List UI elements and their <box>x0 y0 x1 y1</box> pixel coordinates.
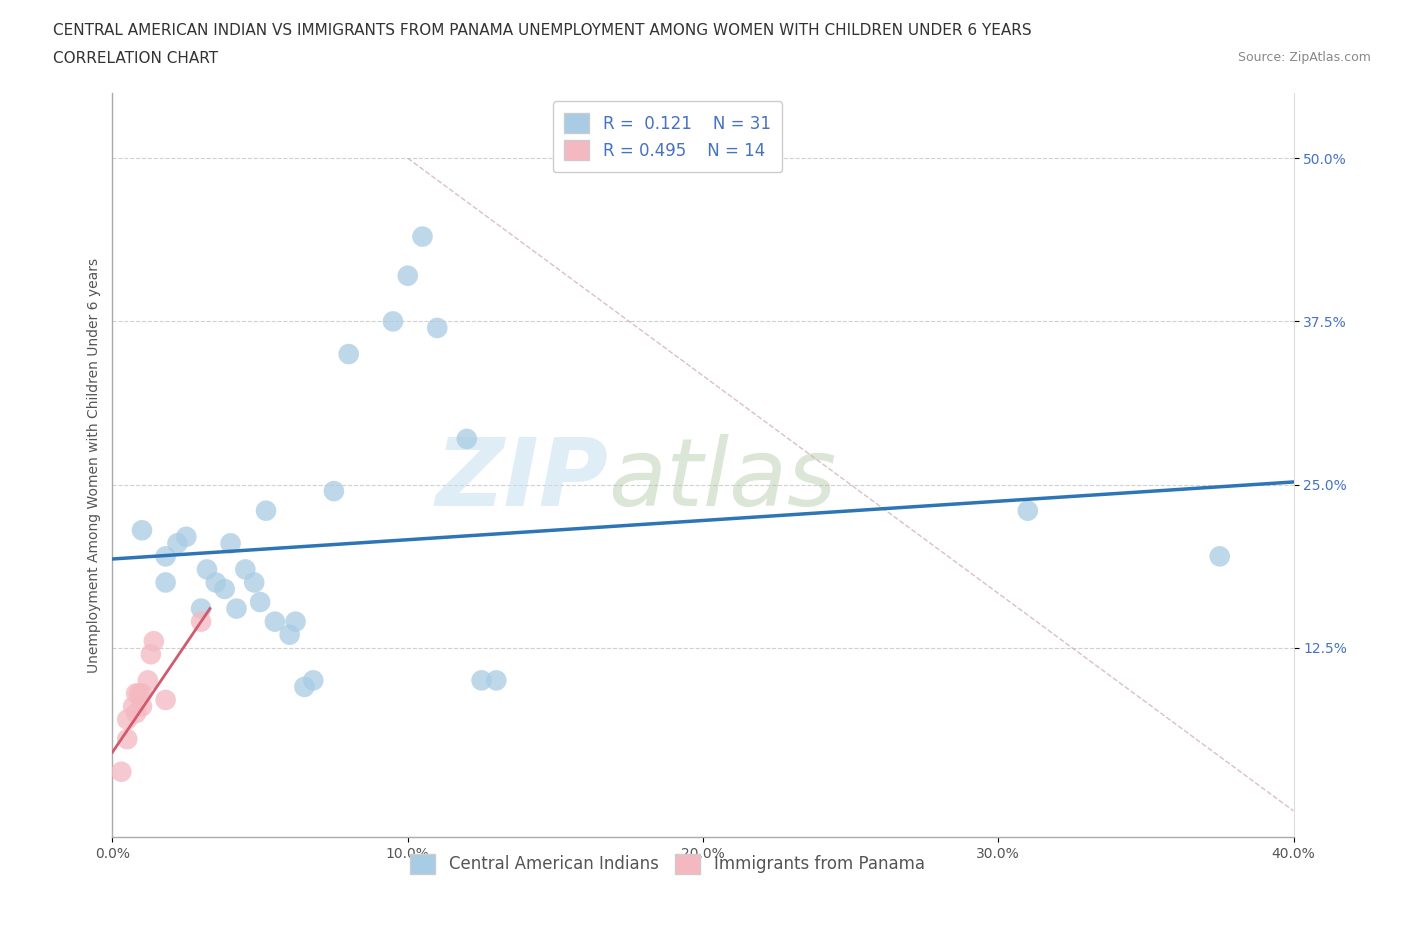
Point <box>142 633 165 648</box>
Point <box>225 601 247 616</box>
Point <box>117 712 138 727</box>
Point <box>456 432 478 446</box>
Point <box>131 523 153 538</box>
Point <box>131 686 153 701</box>
Point <box>323 484 346 498</box>
Text: Source: ZipAtlas.com: Source: ZipAtlas.com <box>1237 51 1371 64</box>
Legend: Central American Indians, Immigrants from Panama: Central American Indians, Immigrants fro… <box>404 847 931 881</box>
Point <box>233 562 256 577</box>
Point <box>382 314 405 329</box>
Point <box>190 614 212 629</box>
Point <box>396 268 419 283</box>
Point <box>155 575 177 590</box>
Point <box>205 575 228 590</box>
Point <box>139 647 162 662</box>
Y-axis label: Unemployment Among Women with Children Under 6 years: Unemployment Among Women with Children U… <box>87 258 101 672</box>
Point <box>128 686 150 701</box>
Text: CENTRAL AMERICAN INDIAN VS IMMIGRANTS FROM PANAMA UNEMPLOYMENT AMONG WOMEN WITH : CENTRAL AMERICAN INDIAN VS IMMIGRANTS FR… <box>53 23 1032 38</box>
Text: atlas: atlas <box>609 434 837 525</box>
Point <box>122 699 145 714</box>
Point <box>470 673 494 688</box>
Point <box>125 706 148 721</box>
Point <box>249 594 271 609</box>
Point <box>302 673 325 688</box>
Point <box>278 627 301 642</box>
Point <box>411 229 433 244</box>
Point <box>485 673 508 688</box>
Point <box>337 347 360 362</box>
Point <box>284 614 307 629</box>
Point <box>426 321 449 336</box>
Point <box>264 614 287 629</box>
Point <box>214 581 236 596</box>
Point <box>190 601 212 616</box>
Point <box>131 699 153 714</box>
Point <box>136 673 159 688</box>
Point <box>155 693 177 708</box>
Point <box>174 529 197 544</box>
Text: ZIP: ZIP <box>436 434 609 525</box>
Point <box>243 575 266 590</box>
Point <box>219 536 242 551</box>
Point <box>110 764 132 779</box>
Point <box>1017 503 1039 518</box>
Point <box>166 536 188 551</box>
Point <box>1208 549 1232 564</box>
Point <box>117 732 138 747</box>
Point <box>155 549 177 564</box>
Text: CORRELATION CHART: CORRELATION CHART <box>53 51 218 66</box>
Point <box>292 680 315 695</box>
Point <box>125 686 148 701</box>
Point <box>254 503 277 518</box>
Point <box>195 562 218 577</box>
